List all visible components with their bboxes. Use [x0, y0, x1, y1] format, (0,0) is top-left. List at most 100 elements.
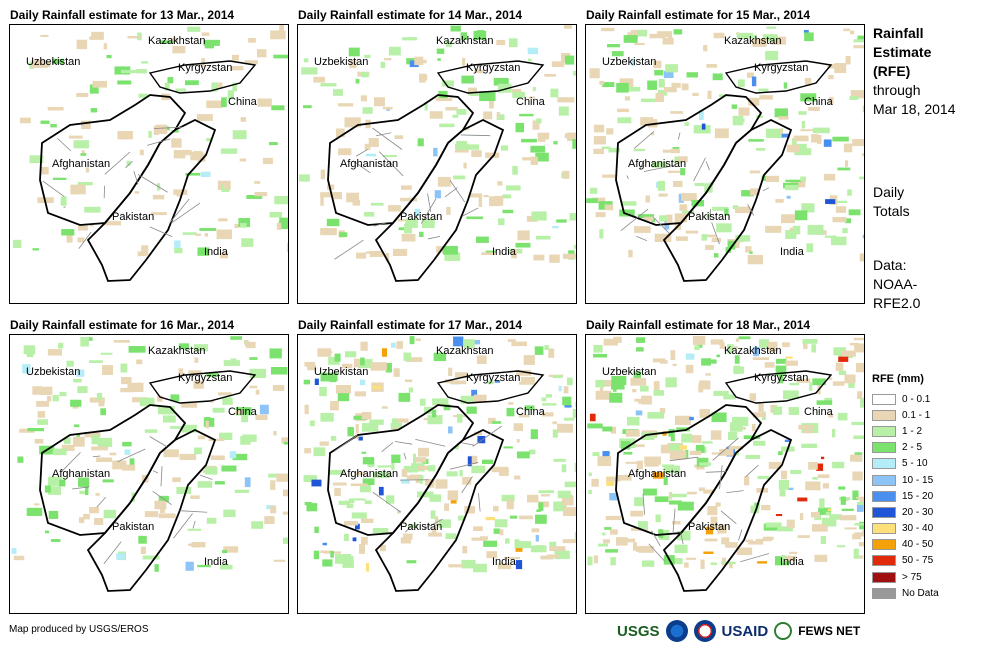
rainfall-cell	[809, 382, 813, 391]
rainfall-cell	[270, 366, 288, 375]
rainfall-cell	[526, 494, 539, 503]
rainfall-cell	[76, 39, 88, 50]
rainfall-cell	[473, 563, 487, 573]
kyrgyzstan-border	[148, 60, 257, 94]
rainfall-cell	[471, 465, 486, 474]
rainfall-cell	[786, 519, 795, 529]
rainfall-cell	[748, 97, 760, 106]
rainfall-cell	[517, 541, 532, 549]
legend-label: 5 - 10	[902, 458, 928, 470]
rainfall-cell	[446, 206, 451, 215]
rainfall-cell	[742, 426, 747, 430]
rainfall-cell	[372, 385, 382, 390]
rainfall-cell	[185, 172, 201, 176]
kyrgyzstan-border	[436, 60, 545, 94]
rainfall-cell	[711, 237, 722, 243]
rainfall-cell	[361, 72, 369, 78]
rainfall-cell	[712, 73, 723, 81]
rainfall-cell	[516, 439, 520, 443]
rainfall-cell	[663, 465, 680, 473]
rainfall-cell	[401, 469, 408, 477]
rainfall-cell	[138, 535, 147, 544]
rainfall-cell	[338, 103, 354, 107]
rainfall-cell	[255, 414, 268, 421]
rainfall-cell	[206, 517, 217, 524]
rainfall-cell	[230, 336, 242, 340]
rainfall-cell	[535, 235, 551, 240]
rainfall-cell	[535, 514, 547, 524]
rainfall-cell	[320, 372, 338, 382]
rainfall-cell	[564, 404, 572, 408]
rainfall-cell	[532, 120, 540, 130]
rainfall-cell	[259, 404, 269, 415]
rainfall-cell	[251, 521, 264, 529]
rainfall-cell	[778, 116, 789, 120]
rainfall-cell	[499, 529, 504, 536]
rainfall-cell	[496, 39, 506, 46]
rainfall-cell	[487, 380, 494, 385]
rainfall-cell	[320, 192, 336, 198]
rainfall-cell	[255, 389, 260, 395]
rainfall-cell	[462, 477, 472, 485]
rainfall-cell	[471, 150, 482, 157]
rainfall-cell	[433, 147, 438, 157]
rainfall-cell	[502, 194, 512, 199]
rainfall-cell	[762, 34, 778, 42]
rainfall-map-5	[303, 336, 576, 592]
rainfall-cell	[514, 539, 520, 548]
rainfall-map-4	[11, 336, 288, 592]
rainfall-cell	[408, 523, 418, 529]
rainfall-cell	[452, 175, 466, 180]
rainfall-cell	[530, 145, 546, 153]
label-china: China	[228, 96, 257, 108]
province-boundary	[747, 204, 755, 216]
data-source-2: RFE2.0	[873, 295, 921, 311]
province-boundary	[378, 151, 404, 177]
rainfall-cell	[494, 195, 504, 206]
rainfall-cell	[400, 479, 410, 484]
rainfall-cell	[703, 44, 708, 52]
rainfall-cell	[44, 485, 51, 493]
rainfall-cell	[655, 92, 665, 102]
rainfall-cell	[649, 33, 665, 39]
rainfall-cell	[561, 496, 574, 506]
rainfall-cell	[774, 108, 788, 118]
rainfall-cell	[47, 486, 62, 495]
rainfall-cell	[735, 338, 740, 342]
rainfall-cell	[589, 187, 598, 194]
province-boundary	[636, 235, 648, 241]
legend-label: 40 - 50	[902, 539, 934, 551]
rainfall-cell	[349, 498, 366, 501]
rainfall-cell	[538, 502, 544, 511]
pakistan-border	[86, 118, 217, 282]
rainfall-cell	[529, 449, 536, 455]
rainfall-cell	[438, 90, 448, 99]
rainfall-cell	[652, 472, 664, 479]
rainfall-cell	[762, 536, 774, 540]
rainfall-cell	[498, 467, 509, 476]
rainfall-cell	[812, 127, 830, 134]
rainfall-cell	[467, 456, 472, 467]
rainfall-cell	[835, 362, 844, 371]
rainfall-cell	[694, 345, 700, 351]
province-boundary	[424, 518, 443, 529]
province-boundary	[103, 541, 122, 565]
province-boundary	[57, 138, 72, 152]
province-boundary	[192, 520, 196, 529]
rainfall-cell	[623, 35, 638, 43]
legend-swatch	[872, 571, 896, 583]
rainfall-cell	[273, 431, 277, 436]
panel-title-1: Daily Rainfall estimate for 13 Mar., 201…	[10, 8, 235, 22]
rainfall-cell	[171, 138, 182, 148]
rainfall-cell	[511, 249, 517, 259]
rainfall-cell	[654, 69, 664, 76]
rainfall-cell	[350, 483, 368, 487]
label-india: India	[204, 556, 228, 568]
rainfall-cell	[793, 135, 809, 142]
label-kazakhstan: Kazakhstan	[436, 345, 494, 357]
rainfall-cell	[536, 509, 541, 513]
province-boundary	[648, 543, 665, 562]
rainfall-cell	[663, 477, 668, 486]
rainfall-cell	[89, 84, 99, 94]
rainfall-cell	[619, 78, 634, 88]
